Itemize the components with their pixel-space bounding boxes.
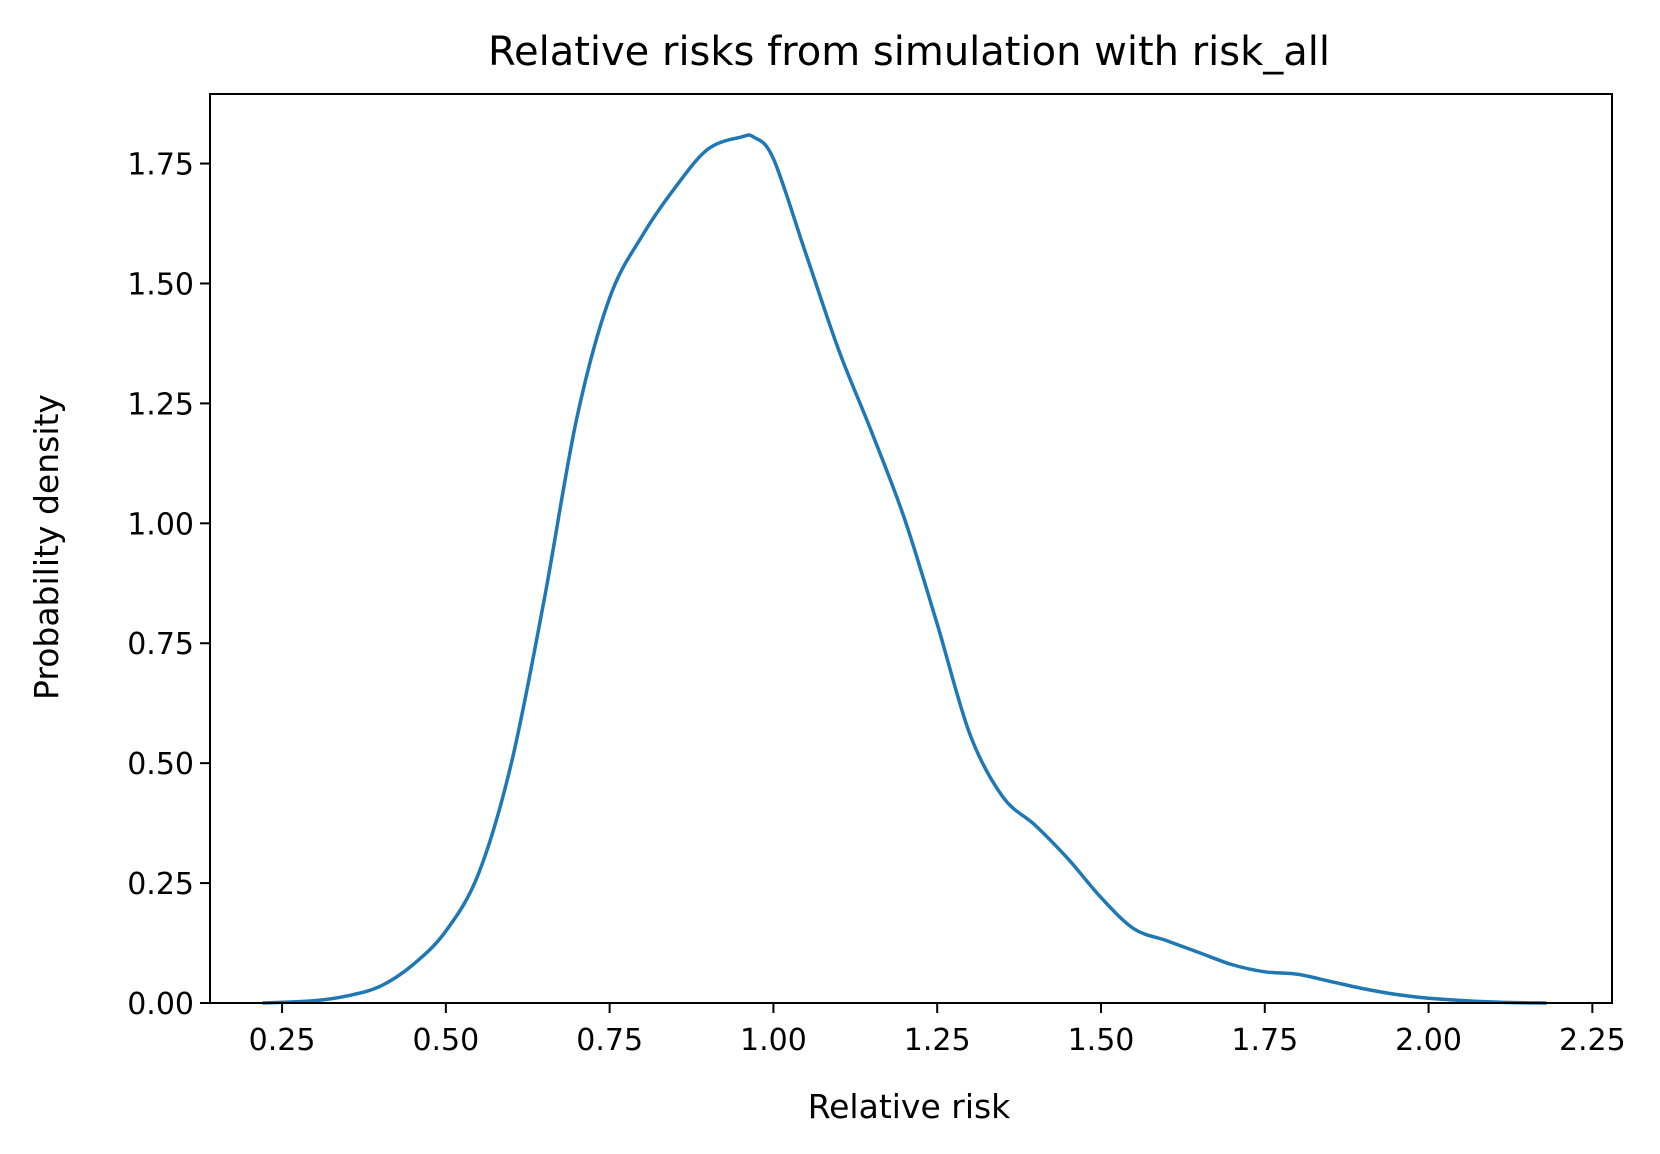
plot-frame xyxy=(209,93,1613,1004)
x-tick-label: 1.50 xyxy=(1068,1023,1135,1058)
y-tick-label: 0.00 xyxy=(127,987,194,1022)
x-tick-label: 0.25 xyxy=(249,1023,316,1058)
x-tick-label: 2.25 xyxy=(1559,1023,1626,1058)
x-tick-label: 1.25 xyxy=(904,1023,971,1058)
y-tick-label: 0.75 xyxy=(127,627,194,662)
y-tick-label: 1.25 xyxy=(127,387,194,422)
x-tick-label: 1.75 xyxy=(1231,1023,1298,1058)
x-tick-label: 1.00 xyxy=(740,1023,807,1058)
chart-title: Relative risks from simulation with risk… xyxy=(488,29,1330,75)
x-axis: 0.25 0.50 0.75 1.00 1.25 1.50 1.75 2.00 2.25 xyxy=(249,1003,1626,1058)
y-tick-label: 0.25 xyxy=(127,867,194,902)
y-tick-label: 1.00 xyxy=(127,507,194,542)
y-axis: 0.00 0.25 0.50 0.75 1.00 1.25 1.50 1.75 xyxy=(127,148,210,1022)
y-tick-label: 1.50 xyxy=(127,267,194,302)
y-tick-label: 1.75 xyxy=(127,148,194,183)
x-axis-label: Relative risk xyxy=(808,1087,1011,1126)
y-axis-label: Probability density xyxy=(27,394,66,700)
x-tick-label: 0.75 xyxy=(576,1023,643,1058)
x-tick-label: 0.50 xyxy=(412,1023,479,1058)
x-tick-label: 2.00 xyxy=(1395,1023,1462,1058)
density-curve xyxy=(262,133,1547,1005)
y-tick-label: 0.50 xyxy=(127,747,194,782)
